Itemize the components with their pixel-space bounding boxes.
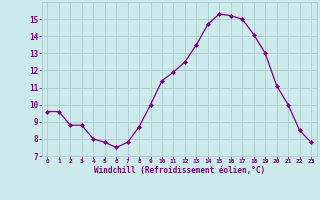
- X-axis label: Windchill (Refroidissement éolien,°C): Windchill (Refroidissement éolien,°C): [94, 166, 265, 175]
